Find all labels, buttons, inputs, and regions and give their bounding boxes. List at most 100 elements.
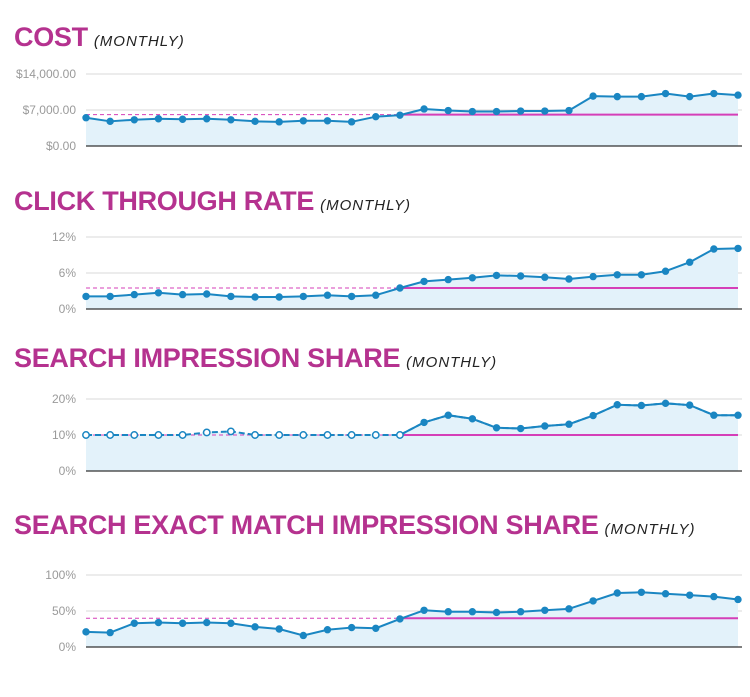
data-point: [734, 91, 742, 99]
data-point: [130, 431, 139, 439]
data-point: [589, 411, 597, 420]
data-point: [130, 116, 138, 124]
data-point: [371, 431, 380, 439]
data-point: [661, 89, 670, 98]
data-point: [227, 116, 235, 124]
data-point: [154, 618, 163, 627]
data-point: [734, 244, 742, 253]
series-line: [85, 591, 739, 637]
data-point: [565, 420, 573, 428]
data-point: [227, 292, 235, 301]
data-point: [637, 271, 646, 279]
cost-panel: COST (MONTHLY) $14,000.00 $7,000.00 $0.00: [0, 0, 750, 165]
data-point: [613, 271, 621, 279]
y-tick-label: 20%: [52, 392, 76, 406]
data-point: [396, 615, 404, 623]
area-fill: [86, 93, 738, 146]
data-point: [178, 115, 187, 123]
data-point: [686, 401, 694, 409]
data-point: [203, 115, 211, 123]
semis-chart: 100% 50% 0%: [45, 568, 742, 654]
cost-subtitle: (MONTHLY): [93, 33, 185, 50]
data-point: [82, 431, 90, 439]
semis-title: SEARCH EXACT MATCH IMPRESSION SHARE (MONT…: [14, 510, 696, 541]
data-point: [106, 292, 114, 301]
sis-title: SEARCH IMPRESSION SHARE (MONTHLY): [14, 343, 497, 374]
data-point: [565, 106, 573, 115]
data-point: [178, 431, 187, 439]
data-point: [492, 107, 501, 116]
data-point: [492, 608, 501, 617]
data-point: [299, 431, 308, 439]
data-point: [130, 290, 138, 299]
data-point: [516, 608, 525, 616]
data-point: [468, 608, 477, 616]
data-point: [396, 284, 404, 292]
data-point: [492, 271, 501, 280]
data-point: [613, 589, 621, 597]
y-tick-label: 0%: [59, 464, 77, 478]
data-point: [420, 606, 428, 614]
data-point: [323, 431, 332, 439]
semis-subtitle: (MONTHLY): [604, 521, 696, 538]
data-point: [516, 107, 525, 115]
data-point: [251, 431, 259, 439]
y-tick-label: 6%: [59, 266, 77, 280]
data-point: [82, 628, 90, 636]
data-point: [106, 431, 115, 439]
data-point: [516, 272, 525, 280]
data-point: [541, 107, 549, 115]
y-tick-label: 0%: [59, 640, 77, 654]
data-point: [444, 106, 452, 115]
data-point: [275, 118, 283, 126]
data-point: [661, 399, 670, 408]
data-point: [686, 591, 694, 599]
y-tick-label: 0%: [59, 302, 77, 316]
data-point: [589, 92, 597, 100]
data-point: [299, 631, 308, 640]
search-exact-match-impression-share-panel: SEARCH EXACT MATCH IMPRESSION SHARE (MONT…: [0, 490, 750, 697]
data-point: [541, 273, 549, 281]
data-point: [589, 597, 597, 605]
data-point: [541, 422, 549, 430]
data-point: [444, 411, 452, 419]
data-point: [613, 92, 621, 101]
data-point: [420, 277, 428, 286]
data-point: [468, 415, 477, 423]
data-point: [710, 411, 718, 419]
data-point: [516, 424, 525, 433]
data-point: [130, 619, 138, 627]
data-point: [347, 431, 356, 439]
data-point: [637, 401, 646, 410]
data-point: [106, 628, 114, 637]
area-fill: [86, 592, 738, 647]
y-tick-label: 50%: [52, 604, 76, 618]
data-point: [347, 623, 356, 632]
data-point: [323, 291, 332, 299]
data-point: [251, 117, 259, 126]
data-point: [275, 625, 283, 633]
data-point: [323, 117, 332, 125]
data-point: [372, 112, 380, 121]
ctr-title-text: CLICK THROUGH RATE: [14, 186, 315, 216]
y-tick-label: $0.00: [46, 139, 76, 153]
data-point: [178, 290, 187, 299]
data-point: [565, 605, 573, 613]
data-point: [613, 401, 621, 409]
series-line: [85, 92, 739, 123]
data-point: [347, 118, 356, 126]
cost-title-text: COST: [14, 22, 88, 52]
data-point: [637, 588, 646, 596]
data-point: [444, 608, 452, 616]
data-point: [686, 258, 694, 266]
y-tick-label: 100%: [45, 568, 76, 582]
ctr-chart: 12% 6% 0%: [52, 230, 742, 316]
y-tick-label: 10%: [52, 428, 76, 442]
data-point: [420, 105, 428, 113]
data-point: [661, 267, 670, 275]
data-point: [154, 115, 163, 123]
data-point: [203, 618, 211, 627]
data-point: [468, 107, 477, 116]
data-point: [251, 293, 259, 301]
sis-title-text: SEARCH IMPRESSION SHARE: [14, 343, 401, 373]
